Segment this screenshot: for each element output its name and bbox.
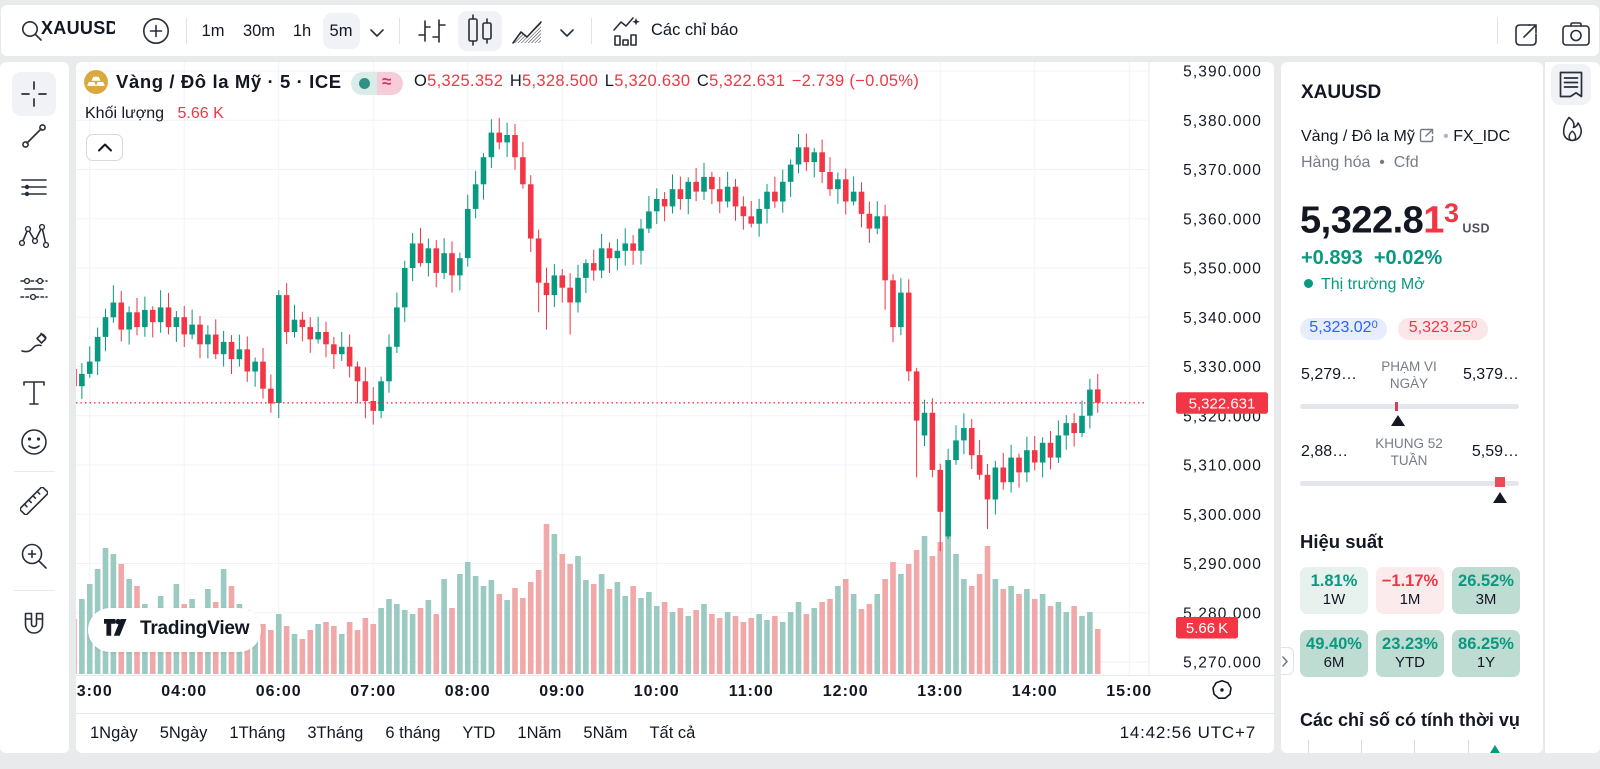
svg-text:10:00: 10:00 [634,683,680,700]
svg-text:06:00: 06:00 [256,683,302,700]
svg-text:11:00: 11:00 [729,683,774,700]
svg-text:5.66 K: 5.66 K [1186,620,1228,637]
svg-text:5,290.000: 5,290.000 [1183,556,1262,573]
svg-text:5,360.000: 5,360.000 [1183,211,1262,228]
svg-text:5,370.000: 5,370.000 [1183,162,1262,179]
svg-text:5,310.000: 5,310.000 [1183,458,1262,475]
svg-text:09:00: 09:00 [539,683,585,700]
svg-text:13:00: 13:00 [917,683,963,700]
svg-text:08:00: 08:00 [445,683,491,700]
svg-text:14:00: 14:00 [1012,683,1058,700]
svg-text:5,340.000: 5,340.000 [1183,310,1262,327]
svg-text:5,330.000: 5,330.000 [1183,359,1262,376]
svg-text:04:00: 04:00 [161,683,207,700]
svg-text:07:00: 07:00 [350,683,396,700]
svg-text:5,322.631: 5,322.631 [1189,395,1256,412]
svg-text:03:00: 03:00 [76,683,113,700]
svg-text:15:00: 15:00 [1106,683,1152,700]
svg-text:5,390.000: 5,390.000 [1183,64,1262,81]
svg-text:5,270.000: 5,270.000 [1183,655,1262,672]
svg-text:5,350.000: 5,350.000 [1183,261,1262,278]
svg-text:12:00: 12:00 [823,683,869,700]
svg-text:5,380.000: 5,380.000 [1183,113,1262,130]
svg-text:5,300.000: 5,300.000 [1183,507,1262,524]
